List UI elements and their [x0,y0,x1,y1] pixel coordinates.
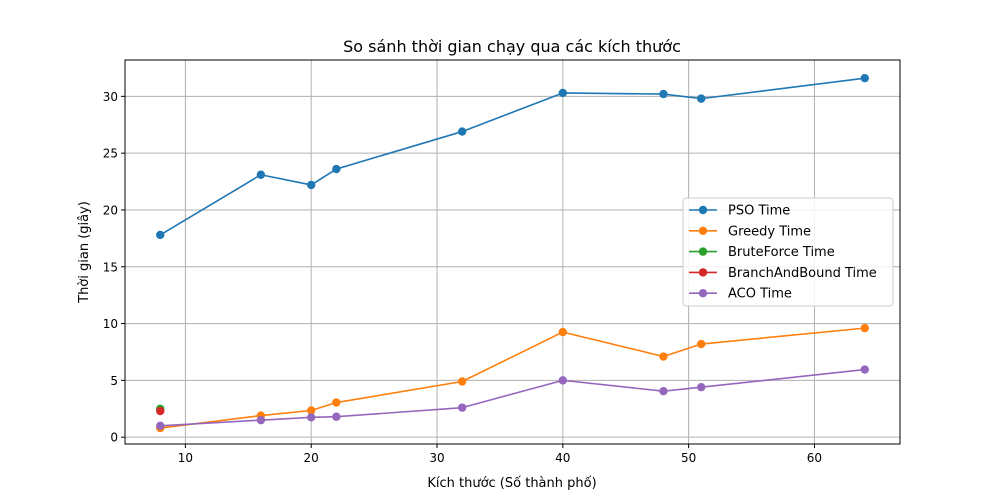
legend-box [682,197,894,307]
data-point [558,327,568,337]
legend-item: PSO Time [689,204,790,219]
legend-item: BranchAndBound Time [689,266,877,281]
data-point [697,94,706,103]
legend-marker [698,205,708,215]
data-point [307,406,316,415]
legend-item: Greedy Time [689,224,811,239]
data-point [659,352,668,361]
data-point [307,180,316,190]
legend-marker [698,247,708,256]
y-tick-label: 15 [103,260,118,274]
y-tick-label: 0 [110,431,118,445]
data-point [558,88,568,98]
data-point [457,377,467,386]
legend-label: PSO Time [728,204,790,219]
data-point [558,376,568,385]
series-aco-time [156,365,869,431]
data-point [860,365,869,374]
chart-title: So sánh thời gian chạy qua các kích thướ… [343,37,681,56]
y-tick-label: 5 [110,374,118,388]
plot-frame [124,59,901,445]
y-axis-label: Thời gian (giây) [77,201,92,304]
y-tick-label: 30 [103,90,118,104]
data-point [156,230,165,240]
x-tick-label: 20 [304,451,319,465]
legend: PSO Time Greedy Time BruteForce Time Branch… [682,197,894,307]
axis-ticks: 10 20 30 40 50 60 0 5 10 15 20 25 30 [103,90,822,465]
y-tick-label: 20 [103,203,118,217]
data-point [659,89,668,99]
y-tick-label: 10 [103,317,118,331]
legend-label: ACO Time [728,287,792,302]
series-pso-time [156,73,869,240]
x-tick-label: 50 [681,451,696,465]
data-point [156,421,165,431]
x-axis-label: Kích thước (Số thành phố) [427,476,596,491]
data-point [860,73,869,83]
series-layer [156,73,869,433]
data-point [860,323,869,333]
legend-item: BruteForce Time [689,245,835,260]
x-tick-label: 40 [555,451,570,465]
data-point [332,164,341,174]
legend-label: Greedy Time [728,224,811,239]
y-tick-label: 25 [103,147,118,161]
legend-item: ACO Time [689,287,792,302]
legend-marker [698,289,708,298]
data-point [256,170,266,179]
legend-marker [698,268,708,277]
x-tick-label: 30 [429,451,444,465]
x-tick-label: 60 [807,451,822,465]
data-point [697,383,706,392]
data-point [457,127,467,136]
legend-label: BranchAndBound Time [728,266,877,281]
legend-label: BruteForce Time [728,245,835,260]
data-point [457,403,467,412]
x-tick-label: 10 [178,451,193,465]
data-point [256,415,266,425]
series-branchandbound-time [156,406,165,416]
data-point [307,413,316,422]
legend-marker [698,226,708,235]
data-point [659,386,668,396]
data-point [156,406,165,416]
data-point [332,398,341,407]
data-point [332,412,341,421]
data-point [697,339,706,349]
